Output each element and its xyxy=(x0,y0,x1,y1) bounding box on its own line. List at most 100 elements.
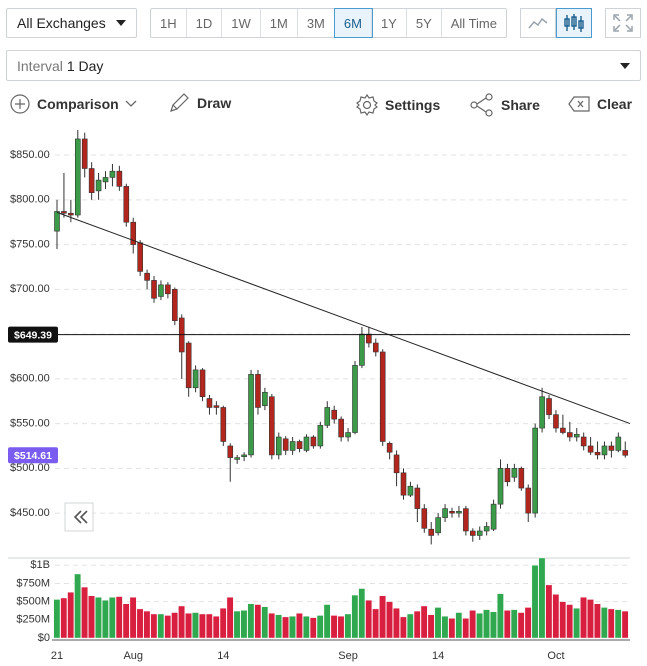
volume-bar xyxy=(503,610,511,639)
volume-bar xyxy=(600,607,608,639)
range-button[interactable]: 6M xyxy=(333,8,373,38)
candle-body xyxy=(532,427,538,514)
candle-body xyxy=(463,508,469,532)
x-tick-label: 21 xyxy=(51,650,63,662)
candle-body xyxy=(206,398,213,408)
candle-body xyxy=(379,351,386,442)
volume-bar xyxy=(393,607,400,639)
range-button[interactable]: 1D xyxy=(187,9,223,37)
interval-dropdown[interactable]: Interval 1 Day xyxy=(6,50,641,81)
volume-bar xyxy=(261,606,269,639)
chevron xyxy=(125,100,137,107)
share-tool[interactable]: Share xyxy=(470,93,540,117)
volume-bar xyxy=(129,597,137,639)
candle-body xyxy=(601,445,608,456)
range-button[interactable]: All Time xyxy=(450,15,497,31)
draw-tool[interactable]: Draw xyxy=(168,92,231,114)
volume-bar xyxy=(296,613,303,639)
volume-bar xyxy=(469,610,477,639)
candle-body xyxy=(81,138,88,169)
gear-icon xyxy=(356,94,378,116)
range-button[interactable]: 1Y xyxy=(372,9,407,37)
volume-bar xyxy=(531,565,539,639)
volume-bar xyxy=(427,614,435,639)
candle-body xyxy=(490,503,497,530)
plus-icon xyxy=(10,94,30,114)
candle-body xyxy=(525,487,532,514)
candle-body xyxy=(442,508,448,518)
range-group: 1H 1D 1W 1M 3M 6M 1Y 5Y All Time xyxy=(150,8,507,38)
volume-bar xyxy=(358,588,366,639)
range-button[interactable]: 1H xyxy=(151,9,187,37)
volume-bar xyxy=(580,597,587,639)
volume-bar xyxy=(524,607,532,639)
volume-bar xyxy=(53,599,61,639)
range-button[interactable]: 1M xyxy=(261,9,298,37)
volume-bar xyxy=(178,605,185,639)
candle-body xyxy=(331,409,338,420)
candle-body xyxy=(393,454,400,474)
volume-bar xyxy=(497,593,504,639)
exchange-label: All Exchanges xyxy=(17,15,106,31)
candle-body xyxy=(192,369,199,389)
candle-chart-button[interactable] xyxy=(556,8,592,38)
volume-bar xyxy=(212,615,220,639)
volume-tick-label: $500M xyxy=(16,596,50,608)
candle-body xyxy=(317,425,324,447)
volume-bar xyxy=(573,607,580,639)
share-icon xyxy=(470,93,493,117)
candle-body xyxy=(275,436,282,456)
range-button[interactable]: 1W xyxy=(222,9,261,37)
volume-bar xyxy=(594,603,601,639)
candle-body xyxy=(144,272,150,281)
volume-bar xyxy=(441,615,449,639)
candle-body xyxy=(199,369,206,398)
y-tick-label: $500.00 xyxy=(10,462,50,474)
range-button[interactable]: 5Y xyxy=(407,9,442,37)
comparison-tool[interactable]: Comparison xyxy=(10,94,144,114)
volume-bar xyxy=(330,615,338,639)
candle-body xyxy=(165,284,171,295)
volume-bar xyxy=(559,601,567,639)
candle-body xyxy=(220,407,227,442)
y-tick-label: $450.00 xyxy=(10,507,50,519)
volume-bar xyxy=(309,617,317,639)
pencil-icon xyxy=(170,93,189,112)
candle-body xyxy=(116,170,123,187)
volume-bar xyxy=(386,601,393,639)
volume-bar xyxy=(510,609,518,639)
volume-tick-label: $250M xyxy=(16,614,50,626)
scroll-back-icon xyxy=(73,510,88,524)
fullscreen-button[interactable] xyxy=(605,8,641,38)
x-tick-label: Sep xyxy=(338,650,358,662)
clear-tool[interactable]: Clear xyxy=(568,96,632,112)
volume-bar xyxy=(60,597,68,639)
candle-body xyxy=(324,407,331,426)
volume-bar xyxy=(122,603,130,639)
x-tick-label: Oct xyxy=(547,650,564,662)
volume-bar xyxy=(316,615,324,639)
candle-body xyxy=(511,468,518,478)
volume-bar xyxy=(323,604,331,639)
candle-body xyxy=(449,511,455,514)
line-chart-button[interactable] xyxy=(520,8,556,38)
candle-body xyxy=(109,170,116,178)
volume-bar xyxy=(136,608,144,639)
candle-body xyxy=(622,450,629,456)
last-price-label: $514.61 xyxy=(14,450,52,462)
range-button[interactable]: 3M xyxy=(298,9,335,37)
candle-body xyxy=(345,432,351,438)
exchange-dropdown[interactable]: All Exchanges xyxy=(6,8,137,38)
volume-bar xyxy=(344,613,352,639)
candle-body xyxy=(213,405,220,408)
volume-bar xyxy=(434,607,442,639)
settings-tool[interactable]: Settings xyxy=(356,94,440,116)
candle-body xyxy=(359,333,365,366)
candle-body xyxy=(296,441,303,449)
volume-bar xyxy=(157,613,165,639)
candle-body xyxy=(539,396,545,429)
candle-body xyxy=(414,487,421,509)
candle-body xyxy=(338,418,344,438)
scroll-back-button[interactable] xyxy=(64,502,94,532)
